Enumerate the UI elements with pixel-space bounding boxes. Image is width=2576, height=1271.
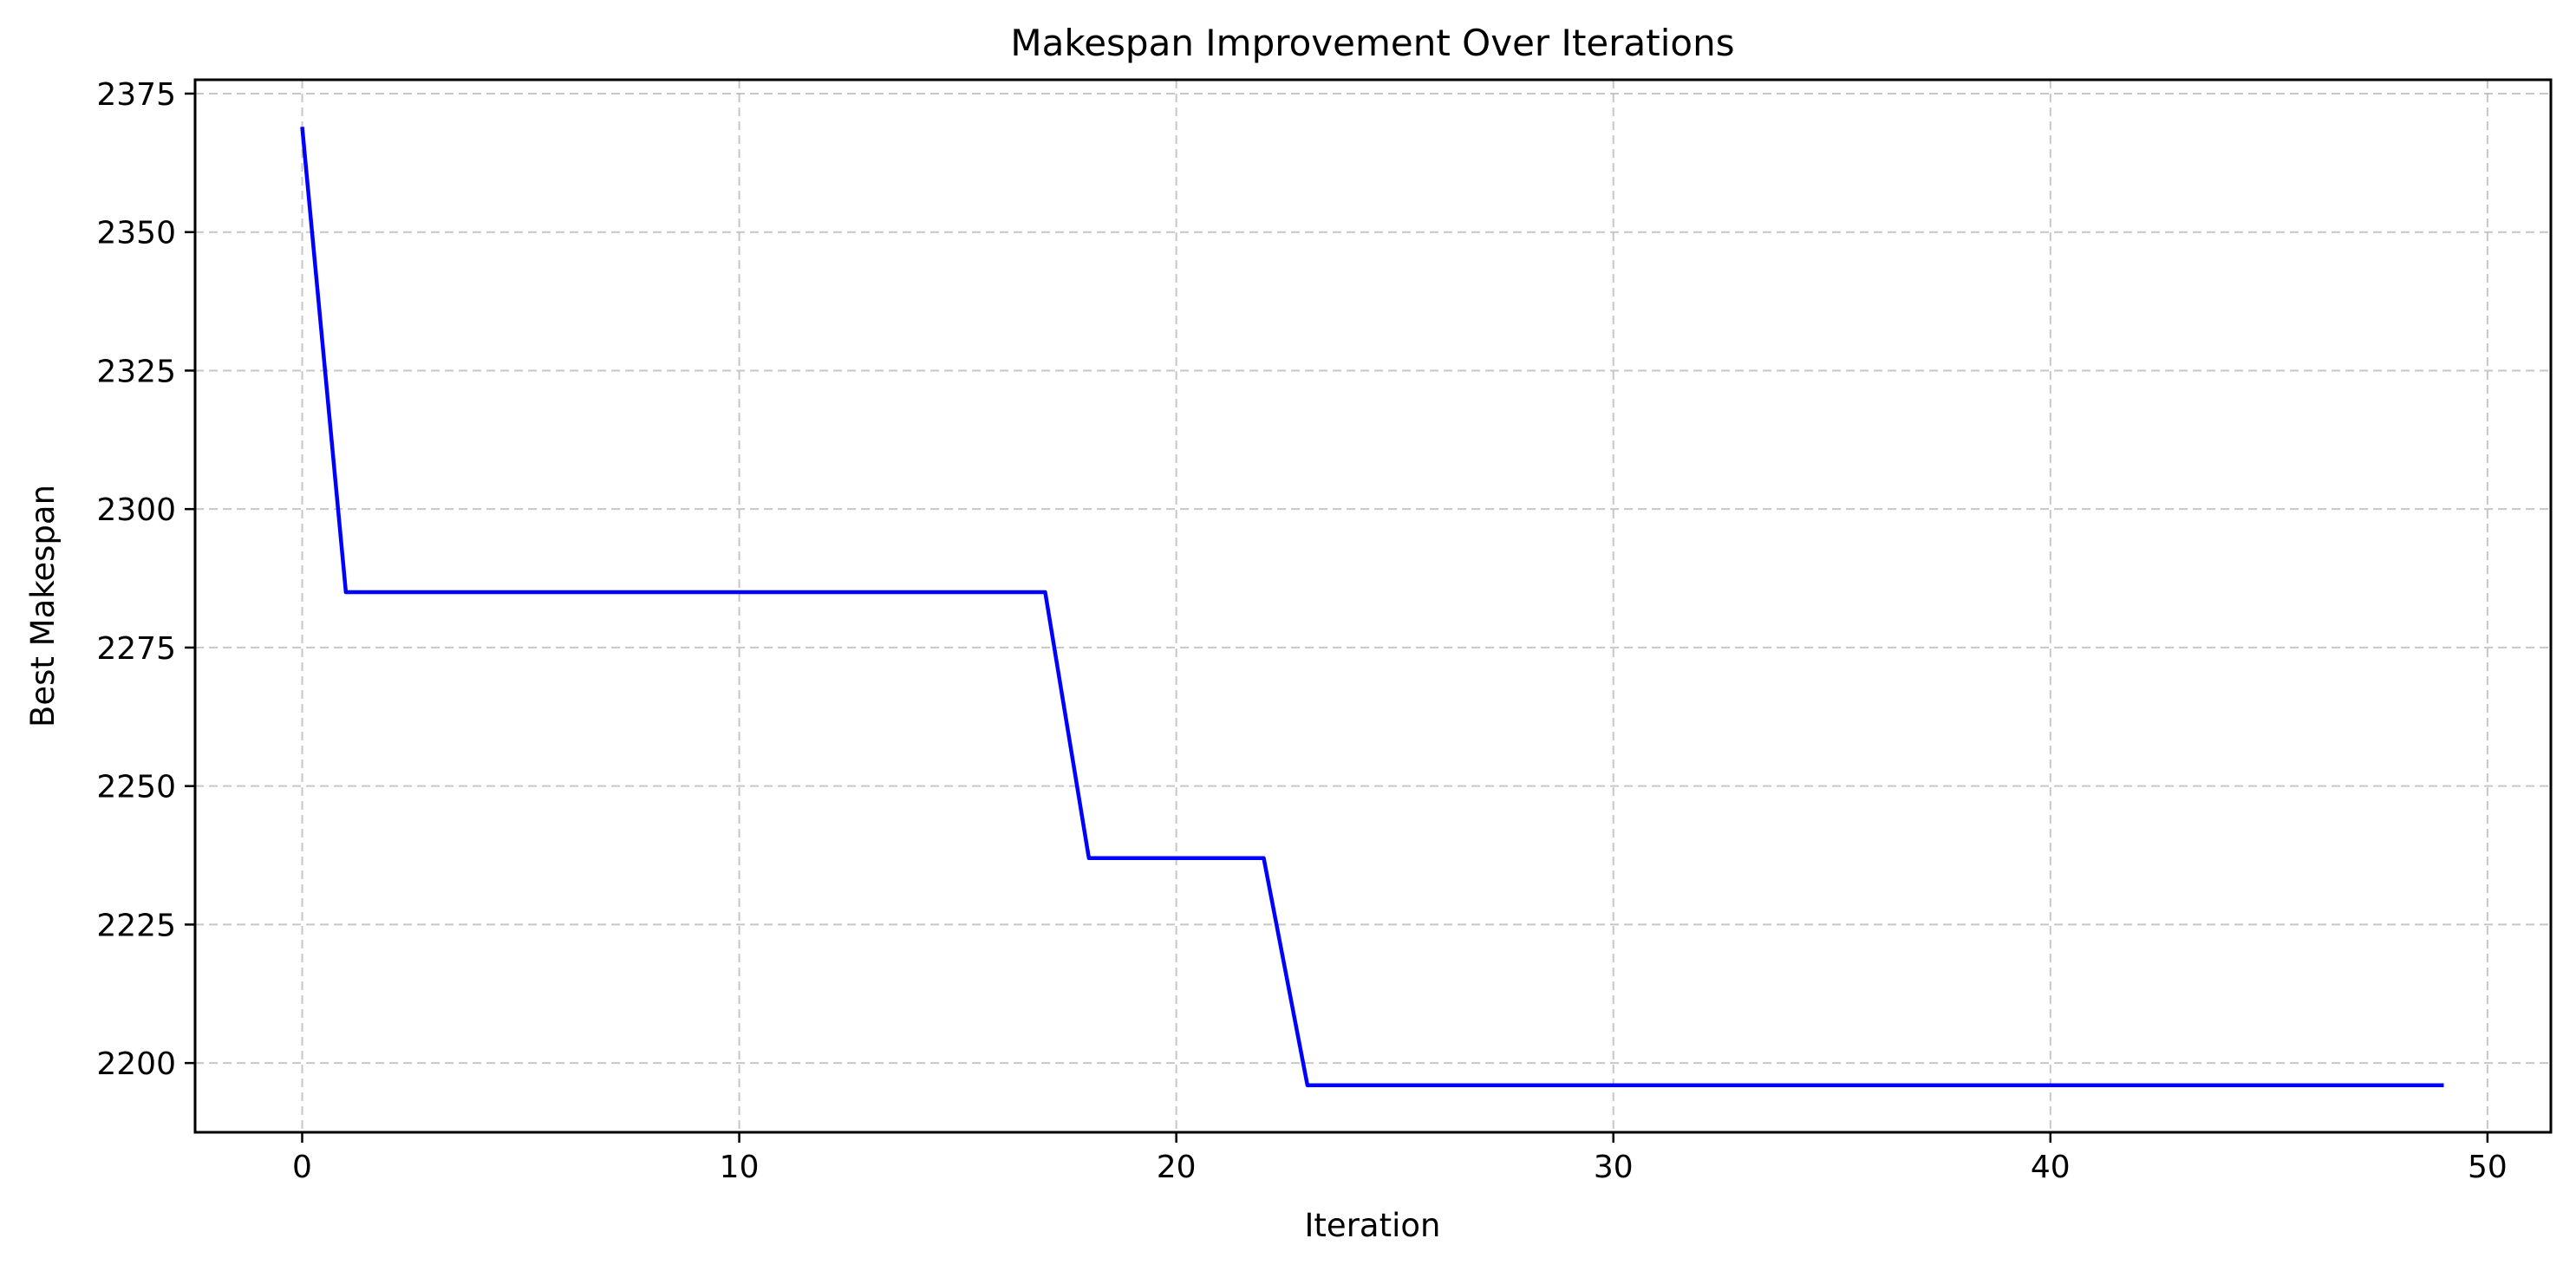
y-tick-label: 2275 bbox=[96, 631, 176, 667]
x-tick-label: 30 bbox=[1594, 1150, 1634, 1185]
x-tick-label: 0 bbox=[292, 1150, 312, 1185]
y-axis-label: Best Makespan bbox=[24, 485, 62, 727]
x-tick-label: 20 bbox=[1157, 1150, 1197, 1185]
x-tick-label: 10 bbox=[720, 1150, 760, 1185]
grid-lines bbox=[195, 80, 2551, 1132]
x-axis-label: Iteration bbox=[1305, 1207, 1441, 1244]
x-axis-ticks: 0 10 20 30 40 50 bbox=[292, 1132, 2508, 1185]
chart-title: Makespan Improvement Over Iterations bbox=[1010, 22, 1734, 64]
y-tick-label: 2250 bbox=[96, 770, 176, 805]
y-tick-label: 2325 bbox=[96, 354, 176, 389]
x-tick-label: 40 bbox=[2031, 1150, 2071, 1185]
plot-area-frame bbox=[193, 78, 2553, 1134]
series-line-0 bbox=[300, 127, 2444, 1087]
y-axis-ticks: 2200 2225 2250 2275 2300 2325 2350 2375 bbox=[96, 77, 195, 1082]
y-tick-label: 2350 bbox=[96, 216, 176, 251]
y-tick-label: 2375 bbox=[96, 77, 176, 113]
series-layer bbox=[300, 127, 2444, 1087]
x-tick-label: 50 bbox=[2468, 1150, 2508, 1185]
y-tick-label: 2200 bbox=[96, 1046, 176, 1082]
y-tick-label: 2300 bbox=[96, 492, 176, 528]
y-tick-label: 2225 bbox=[96, 908, 176, 943]
